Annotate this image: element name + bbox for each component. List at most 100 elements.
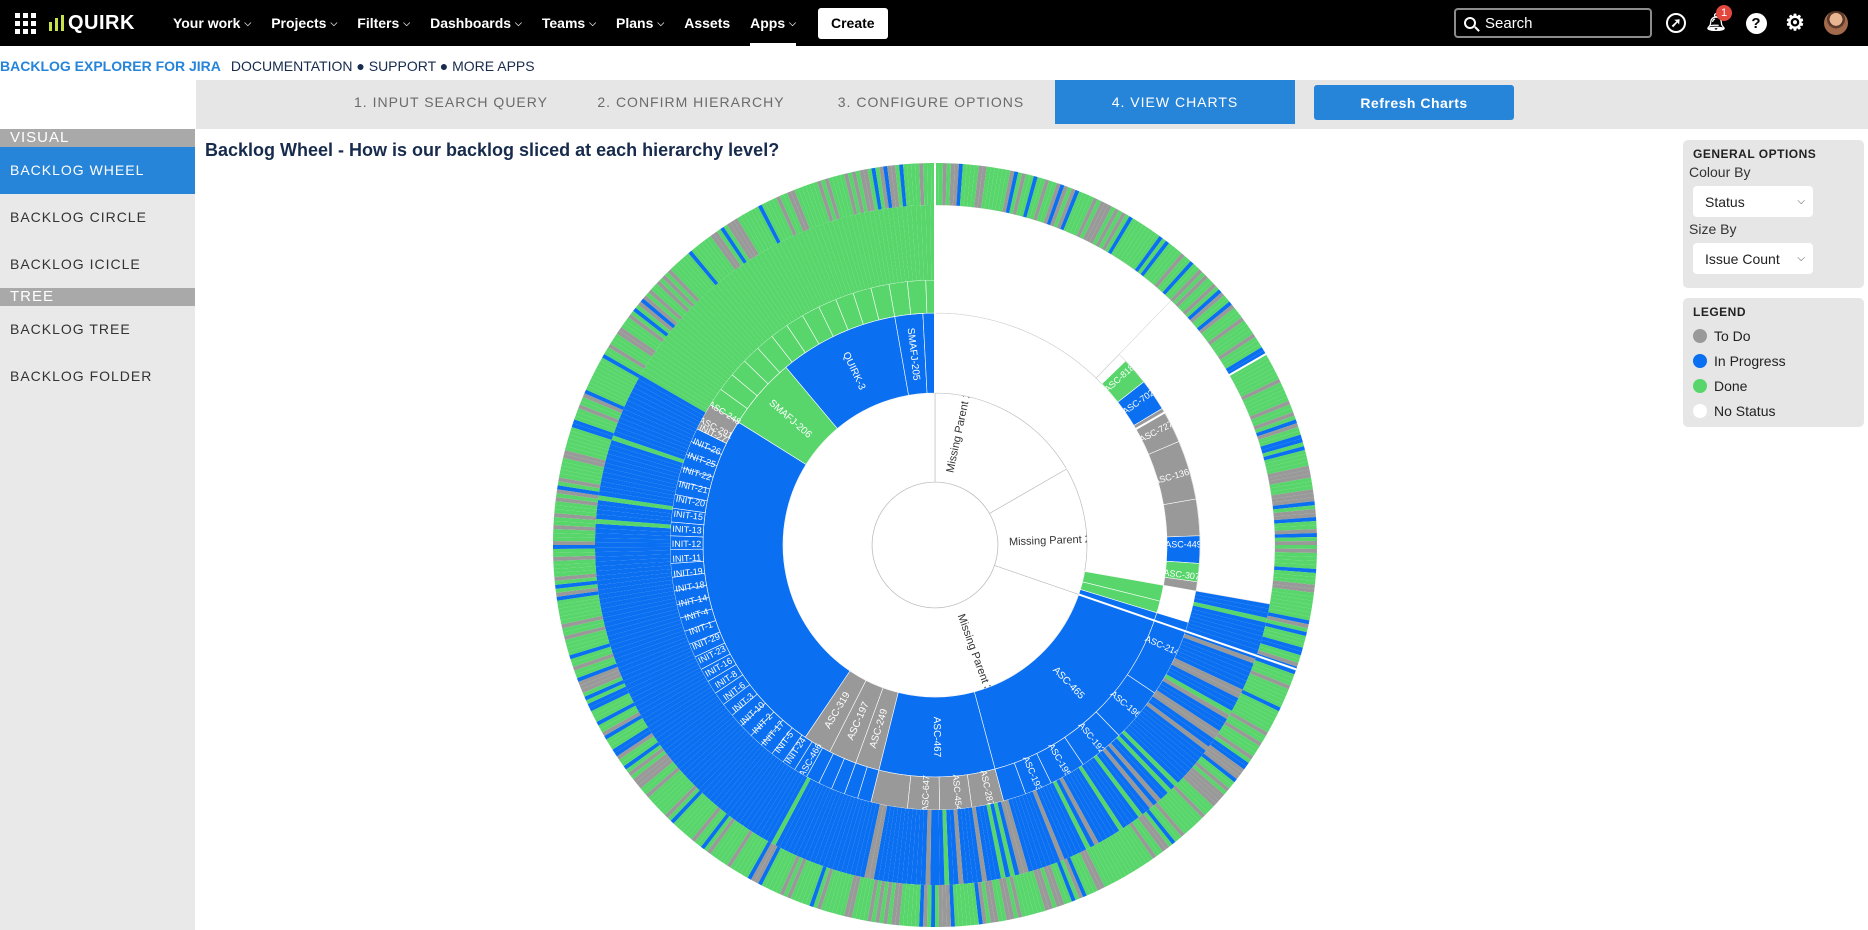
- outer-segment[interactable]: [694, 809, 724, 845]
- outer-segment[interactable]: [1180, 640, 1252, 673]
- outer-segment[interactable]: [920, 809, 928, 885]
- outer-segment[interactable]: [946, 809, 954, 885]
- outer-segment[interactable]: [1066, 857, 1087, 898]
- outer-segment[interactable]: [1056, 778, 1095, 848]
- outer-segment[interactable]: [1253, 660, 1295, 679]
- outer-segment[interactable]: [1029, 791, 1061, 863]
- outer-segment[interactable]: [1229, 354, 1268, 379]
- outer-segment[interactable]: [581, 396, 622, 417]
- outer-segment[interactable]: [1101, 839, 1126, 878]
- outer-segment[interactable]: [1274, 562, 1317, 569]
- outer-segment[interactable]: [653, 350, 718, 397]
- outer-segment[interactable]: [574, 656, 616, 675]
- outer-segment[interactable]: [602, 467, 678, 489]
- outer-segment[interactable]: [1134, 235, 1163, 273]
- outer-segment[interactable]: [1179, 644, 1251, 677]
- outer-segment[interactable]: [1185, 286, 1219, 318]
- outer-segment[interactable]: [930, 884, 935, 927]
- outer-segment[interactable]: [1249, 670, 1291, 690]
- outer-segment[interactable]: [1165, 263, 1197, 298]
- outer-segment[interactable]: [887, 807, 902, 883]
- outer-segment[interactable]: [742, 763, 789, 829]
- outer-segment[interactable]: [843, 173, 858, 215]
- outer-segment[interactable]: [692, 303, 749, 360]
- outer-segment[interactable]: [596, 514, 672, 525]
- outer-segment[interactable]: [642, 366, 710, 410]
- outer-segment[interactable]: [1072, 769, 1116, 836]
- outer-segment[interactable]: [628, 314, 665, 343]
- outer-segment[interactable]: [621, 739, 658, 767]
- outer-segment[interactable]: [575, 660, 617, 679]
- outer-segment[interactable]: [1247, 676, 1288, 697]
- outer-segment[interactable]: [809, 227, 841, 299]
- outer-segment[interactable]: [828, 177, 844, 219]
- outer-segment[interactable]: [1274, 566, 1317, 573]
- outer-segment[interactable]: [1232, 360, 1272, 385]
- outer-segment[interactable]: [1009, 876, 1023, 918]
- outer-segment[interactable]: [801, 788, 835, 860]
- outer-segment[interactable]: [1253, 411, 1295, 430]
- outer-segment[interactable]: [629, 661, 699, 699]
- outer-segment[interactable]: [640, 370, 708, 413]
- outer-segment[interactable]: [1009, 172, 1023, 214]
- outer-segment[interactable]: [1183, 633, 1256, 664]
- outer-segment[interactable]: [814, 792, 845, 865]
- outer-segment[interactable]: [601, 471, 677, 492]
- outer-segment[interactable]: [966, 164, 975, 207]
- outer-segment[interactable]: [963, 883, 971, 926]
- outer-segment[interactable]: [685, 725, 744, 780]
- outer-segment[interactable]: [567, 636, 609, 652]
- outer-segment[interactable]: [611, 626, 685, 655]
- outer-segment[interactable]: [587, 382, 628, 404]
- outer-segment[interactable]: [1105, 837, 1130, 876]
- outer-segment[interactable]: [747, 841, 772, 880]
- outer-segment[interactable]: [553, 525, 596, 531]
- outer-segment[interactable]: [768, 199, 791, 239]
- outer-segment[interactable]: [565, 446, 607, 461]
- outer-segment[interactable]: [1192, 601, 1268, 623]
- outer-segment[interactable]: [765, 201, 788, 241]
- outer-segment[interactable]: [868, 210, 888, 286]
- outer-segment[interactable]: [1263, 446, 1305, 461]
- outer-segment[interactable]: [572, 419, 614, 437]
- outer-segment[interactable]: [564, 450, 606, 464]
- outer-segment[interactable]: [1223, 721, 1262, 747]
- outer-segment[interactable]: [556, 489, 599, 499]
- outer-segment[interactable]: [1114, 220, 1140, 258]
- outer-segment[interactable]: [1261, 636, 1303, 652]
- outer-segment[interactable]: [798, 862, 817, 904]
- outer-segment[interactable]: [991, 168, 1003, 211]
- outer-segment[interactable]: [655, 696, 720, 743]
- outer-segment[interactable]: [1177, 647, 1249, 682]
- outer-segment[interactable]: [608, 619, 682, 646]
- outer-segment[interactable]: [688, 804, 719, 840]
- outer-segment[interactable]: [1092, 844, 1116, 884]
- outer-segment[interactable]: [1117, 830, 1144, 868]
- outer-segment[interactable]: [682, 313, 741, 368]
- outer-segment[interactable]: [1269, 601, 1312, 613]
- outer-segment[interactable]: [895, 164, 904, 207]
- outer-segment[interactable]: [579, 670, 621, 690]
- outer-segment[interactable]: [596, 569, 672, 581]
- outer-segment[interactable]: [1046, 864, 1065, 906]
- outer-segment[interactable]: [664, 272, 698, 305]
- outer-segment[interactable]: [643, 764, 678, 795]
- outer-segment[interactable]: [685, 253, 716, 288]
- outer-segment[interactable]: [794, 861, 814, 902]
- outer-segment[interactable]: [945, 884, 951, 927]
- step-view-charts[interactable]: 4. VIEW CHARTS: [1055, 80, 1295, 124]
- outer-segment[interactable]: [596, 364, 636, 388]
- outer-segment[interactable]: [713, 822, 741, 859]
- outer-segment[interactable]: [679, 797, 711, 832]
- outer-segment[interactable]: [716, 824, 744, 861]
- nav-your-work[interactable]: Your work ⌵: [163, 0, 261, 46]
- outer-segment[interactable]: [864, 211, 884, 286]
- outer-segment[interactable]: [1062, 775, 1103, 843]
- outer-segment[interactable]: [1084, 761, 1131, 826]
- step-confirm-hierarchy[interactable]: 2. CONFIRM HIERARCHY: [597, 94, 785, 110]
- outer-segment[interactable]: [1232, 705, 1272, 730]
- outer-segment[interactable]: [925, 809, 932, 885]
- outer-segment[interactable]: [1189, 616, 1263, 641]
- outer-segment[interactable]: [597, 500, 673, 514]
- outer-segment[interactable]: [1032, 790, 1065, 862]
